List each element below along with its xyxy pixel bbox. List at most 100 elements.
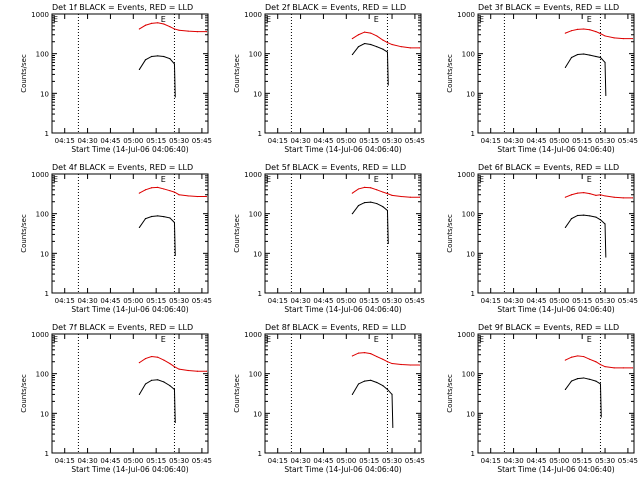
plot-frame <box>264 13 422 134</box>
x-tick-label: 05:15 <box>146 137 166 145</box>
lld-data-point <box>604 35 606 37</box>
x-tick-label: 05:15 <box>146 297 166 305</box>
detector-panel-4: Det 4f BLACK = Events, RED = LLD E E 1 10 100… <box>20 163 212 314</box>
lld-data-point <box>187 369 189 372</box>
events-data-point <box>564 66 567 69</box>
y-tick-label: 1000 <box>457 331 475 339</box>
x-tick-label: 04:15 <box>55 457 75 465</box>
lld-series-line <box>139 22 207 33</box>
x-axis-label: Start Time (14-Jul-06 04:06:40) <box>284 305 401 314</box>
events-data-point <box>357 46 360 48</box>
x-tick-label: 05:15 <box>572 137 592 145</box>
events-data-point <box>173 63 176 65</box>
events-series-line <box>138 55 176 98</box>
lld-data-point <box>173 366 176 368</box>
lld-data-point <box>576 28 579 30</box>
x-tick-label: 05:00 <box>549 457 569 465</box>
x-axis-label: Start Time (14-Jul-06 04:06:40) <box>71 305 188 314</box>
panel-title: Det 6f BLACK = Events, RED = LLD <box>478 163 619 172</box>
lld-data-point <box>169 190 171 192</box>
lld-data-point <box>357 34 360 36</box>
events-data-point <box>363 202 366 204</box>
x-tick-label: 05:30 <box>382 297 402 305</box>
x-tick-label: 04:30 <box>290 137 310 145</box>
lld-data-point <box>370 353 372 355</box>
lld-data-point <box>187 30 189 32</box>
corner-flag-right: E <box>587 335 592 344</box>
lld-data-point <box>409 364 411 366</box>
lld-data-point <box>599 33 602 35</box>
panel-title: Det 2f BLACK = Events, RED = LLD <box>265 3 406 12</box>
events-data-point <box>599 56 602 59</box>
corner-flag-right: E <box>374 15 379 24</box>
x-tick-label: 04:45 <box>313 457 333 465</box>
y-tick-label: 1000 <box>31 11 49 19</box>
lld-series-line <box>352 352 420 366</box>
x-tick-label: 05:15 <box>572 297 592 305</box>
y-tick-label: 10 <box>253 410 262 418</box>
x-tick-label: 05:30 <box>169 137 189 145</box>
x-tick-label: 05:30 <box>595 297 615 305</box>
x-tick-label: 04:30 <box>77 137 97 145</box>
x-tick-label: 05:45 <box>618 457 638 465</box>
lld-data-point <box>418 47 421 49</box>
panel-title: Det 3f BLACK = Events, RED = LLD <box>478 3 619 12</box>
y-axis-label: Counts/sec <box>233 214 241 253</box>
lld-data-point <box>386 193 389 195</box>
corner-flag-left: E <box>479 335 484 344</box>
panel-title: Det 5f BLACK = Events, RED = LLD <box>265 163 406 172</box>
y-tick-label: 10 <box>466 90 475 98</box>
lld-data-point <box>138 362 141 364</box>
lld-data-point <box>631 367 634 369</box>
detector-panel-8: Det 8f BLACK = Events, RED = LLD E E 1 10 100… <box>233 323 425 474</box>
events-data-point <box>382 48 384 50</box>
y-tick-label: 10 <box>40 250 49 258</box>
lld-data-point <box>400 195 402 198</box>
events-data-point <box>351 53 354 56</box>
plot-frame <box>264 333 422 454</box>
x-tick-label: 04:30 <box>503 297 523 305</box>
events-series-line <box>564 377 602 418</box>
lld-data-point <box>564 196 567 198</box>
corner-flag-left: E <box>53 335 58 344</box>
detector-panel-6: Det 6f BLACK = Events, RED = LLD E E 1 10 100… <box>446 163 638 314</box>
corner-flag-left: E <box>479 175 484 184</box>
x-tick-label: 05:45 <box>618 137 638 145</box>
x-tick-label: 05:30 <box>382 137 402 145</box>
lld-data-point <box>376 355 378 358</box>
lld-data-point <box>205 370 208 372</box>
corner-flag-left: E <box>53 175 58 184</box>
x-tick-label: 04:45 <box>100 457 120 465</box>
lld-data-point <box>613 196 615 198</box>
lld-data-point <box>169 362 171 365</box>
y-tick-label: 10 <box>40 90 49 98</box>
plot-frame <box>477 173 635 294</box>
lld-series-line <box>352 31 420 49</box>
lld-data-point <box>613 367 615 369</box>
y-tick-label: 100 <box>462 371 475 379</box>
events-data-point <box>169 385 171 387</box>
lld-data-point <box>570 356 573 358</box>
lld-data-point <box>351 37 354 40</box>
lld-data-point <box>409 47 411 49</box>
events-data-point <box>604 61 606 64</box>
lld-data-point <box>138 192 141 194</box>
lld-data-point <box>386 42 389 44</box>
lld-data-point <box>409 196 411 198</box>
events-series-line <box>564 214 607 258</box>
lld-data-point <box>173 28 176 30</box>
lld-data-point <box>589 29 591 31</box>
events-series-line <box>352 43 389 86</box>
x-tick-label: 04:30 <box>503 137 523 145</box>
lld-data-point <box>163 359 165 361</box>
plot-frame <box>264 173 422 294</box>
x-axis-label: Start Time (14-Jul-06 04:06:40) <box>71 465 188 474</box>
y-tick-label: 1 <box>471 290 475 298</box>
y-tick-label: 100 <box>462 51 475 59</box>
y-axis-label: Counts/sec <box>446 54 454 93</box>
lld-data-point <box>351 355 354 357</box>
corner-flag-right: E <box>587 15 592 24</box>
events-data-point <box>169 58 171 60</box>
panel-title: Det 1f BLACK = Events, RED = LLD <box>52 3 193 12</box>
lld-data-point <box>370 187 372 189</box>
